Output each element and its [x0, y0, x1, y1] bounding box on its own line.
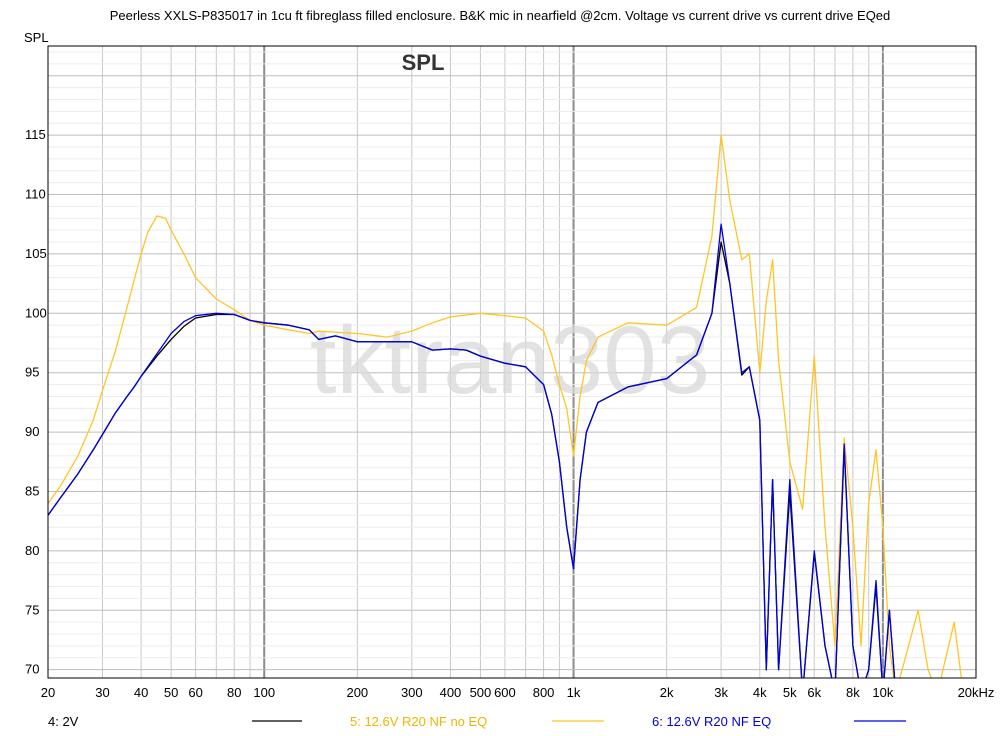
x-tick-label: 400 — [440, 685, 462, 700]
y-tick-label: 85 — [25, 483, 39, 498]
x-tick-label: 6k — [807, 685, 821, 700]
legend: 4: 2V 5: 12.6V R20 NF no EQ 6: 12.6V R20 N… — [48, 714, 906, 729]
x-tick-label: 60 — [188, 685, 202, 700]
y-tick-label: 100 — [25, 305, 47, 320]
y-tick-label: 70 — [25, 662, 39, 677]
chart-title: Peerless XXLS-P835017 in 1cu ft fibregla… — [110, 8, 891, 23]
y-tick-label: 110 — [25, 186, 46, 201]
x-tick-label: 200 — [346, 685, 368, 700]
x-tick-label: 2k — [660, 685, 674, 700]
x-tick-label: 50 — [164, 685, 178, 700]
x-tick-label: 10k — [872, 685, 893, 700]
x-tick-label: 600 — [494, 685, 516, 700]
x-tick-label: 8k — [846, 685, 860, 700]
watermark: tktran303 — [310, 307, 710, 414]
y-tick-label: 90 — [25, 424, 39, 439]
x-tick-label: 100 — [253, 685, 275, 700]
y-axis-label: SPL — [24, 30, 49, 45]
legend-label-1: 4: 2V — [48, 714, 79, 729]
x-tick-label: 1k — [567, 685, 581, 700]
y-tick-label: 95 — [25, 365, 39, 380]
x-tick-label: 20 — [41, 685, 55, 700]
y-tick-label: 105 — [25, 246, 47, 261]
y-tick-labels: 70 75 80 85 90 95 100 105 110 115 — [25, 127, 47, 677]
series-line-2 — [48, 134, 962, 678]
x-tick-label: 80 — [227, 685, 241, 700]
x-tick-labels: 20 30 40 50 60 80 100 200 300 400 500 600 800 1k 2k 3k 4… — [41, 685, 995, 700]
x-tick-label: 40 — [134, 685, 148, 700]
y-tick-label: 115 — [25, 127, 46, 142]
plot-frame — [47, 45, 977, 679]
legend-label-2: 5: 12.6V R20 NF no EQ — [350, 714, 487, 729]
x-tick-label: 800 — [533, 685, 555, 700]
x-tick-label: 500 — [470, 685, 492, 700]
x-tick-label: 4k — [753, 685, 767, 700]
y-tick-label: 75 — [25, 602, 39, 617]
legend-label-3: 6: 12.6V R20 NF EQ — [652, 714, 771, 729]
x-tick-label: 5k — [783, 685, 797, 700]
plot-title: SPL — [402, 50, 445, 75]
x-tick-label: 30 — [95, 685, 109, 700]
y-tick-label: 80 — [25, 543, 39, 558]
x-tick-label: 20kHz — [958, 685, 995, 700]
x-tick-label: 3k — [714, 685, 728, 700]
series-layer — [48, 134, 962, 678]
series-line-3 — [48, 223, 896, 678]
x-tick-label: 300 — [401, 685, 423, 700]
